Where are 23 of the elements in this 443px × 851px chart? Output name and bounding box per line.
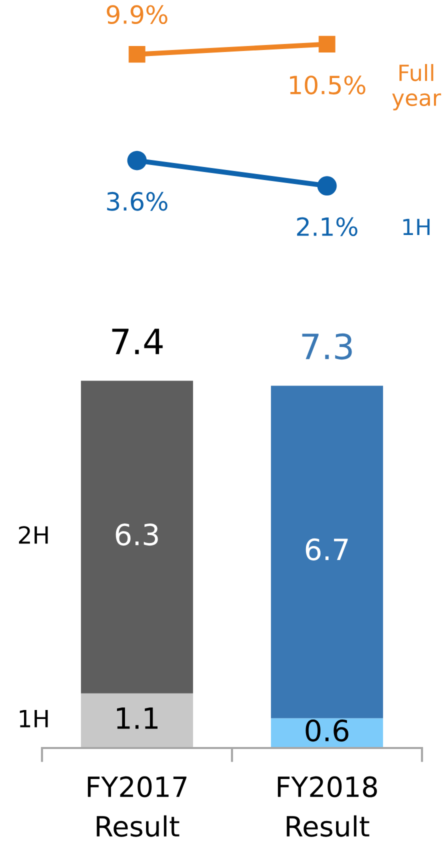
data-label: 3.6% — [107, 192, 168, 211]
data-label: 2.1% — [297, 217, 358, 236]
point — [317, 176, 337, 196]
total-label: 7.3 — [302, 333, 352, 360]
series-label: 2H — [19, 526, 48, 544]
total-label: 7.4 — [112, 328, 163, 354]
text: Full year — [392, 64, 442, 110]
bar — [270, 386, 384, 718]
bar — [80, 693, 194, 748]
data-label: 10.5% — [290, 76, 366, 94]
series-label: 1H — [20, 710, 48, 728]
x-tick-label: FY2018 Result — [278, 776, 377, 837]
data-label: 6.3 — [116, 524, 158, 546]
x-tick-label: FY2017 Result — [88, 776, 186, 837]
point — [127, 150, 147, 170]
data-label: 1.1 — [117, 707, 158, 729]
point — [318, 36, 336, 52]
point — [128, 46, 146, 63]
bar — [80, 380, 194, 694]
data-label: 0.6 — [306, 720, 348, 742]
data-label: 9.9% — [106, 5, 168, 24]
data-label: 6.7 — [306, 538, 348, 560]
text: 1H — [403, 218, 430, 236]
